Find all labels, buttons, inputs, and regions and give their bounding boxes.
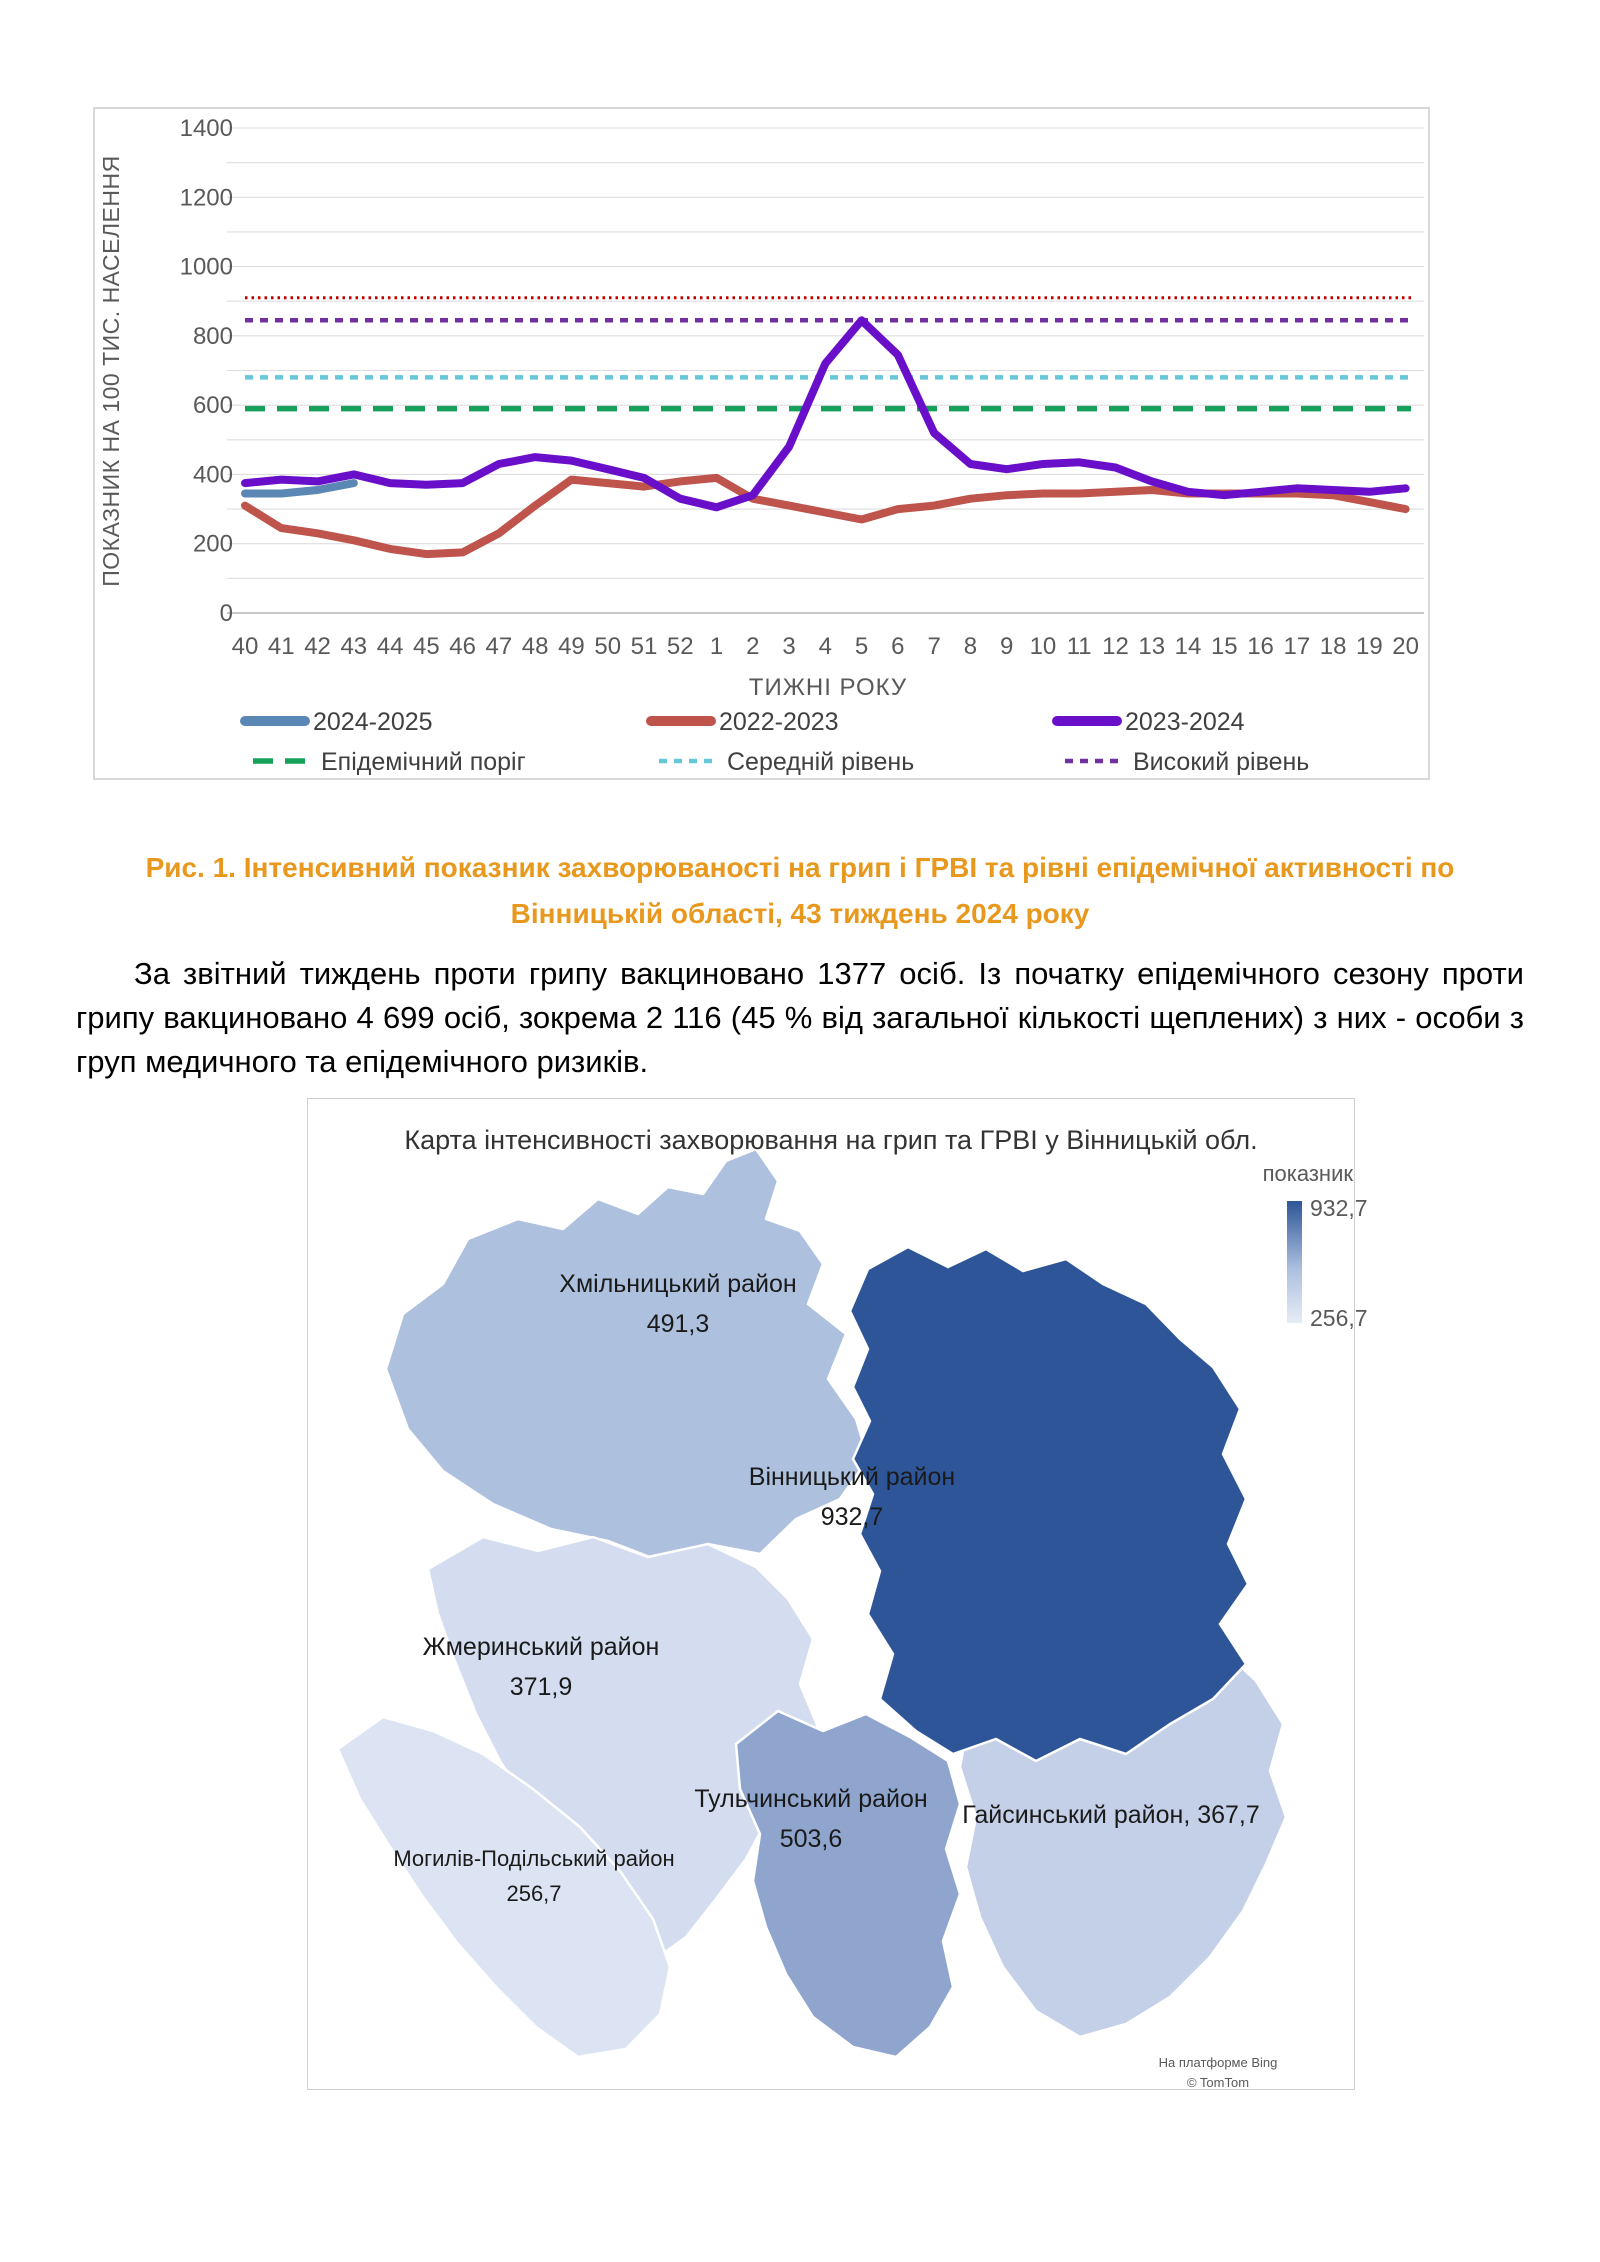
figure-caption: Рис. 1. Інтенсивний показник захворювано… bbox=[80, 845, 1520, 937]
region-value: 503,6 bbox=[779, 1825, 843, 1853]
map-region-tulchynskyi bbox=[734, 1709, 962, 2059]
x-tick-label: 45 bbox=[413, 633, 440, 660]
y-tick-label: 0 bbox=[220, 600, 233, 627]
x-tick-label: 46 bbox=[449, 633, 476, 660]
y-tick-label: 800 bbox=[193, 323, 233, 350]
x-tick-label: 49 bbox=[558, 633, 585, 660]
x-tick-label: 41 bbox=[268, 633, 295, 660]
x-axis-title: ТИЖНІ РОКУ bbox=[749, 674, 907, 701]
legend-label-threshold: Високий рівень bbox=[1133, 748, 1309, 776]
vaccination-paragraph: За звітний тиждень проти грипу вакцинова… bbox=[76, 956, 1524, 1080]
region-name: Могилів-Подільський район bbox=[393, 1846, 675, 1871]
region-value: 371,9 bbox=[509, 1673, 573, 1701]
oblast-map-svg bbox=[336, 1147, 1288, 2059]
x-tick-label: 1 bbox=[710, 633, 723, 660]
map-label-haisynskyi: Гайсинський район, 367,7 bbox=[962, 1795, 1260, 1835]
x-tick-label: 18 bbox=[1320, 633, 1347, 660]
y-tick-label: 200 bbox=[193, 531, 233, 558]
x-tick-label: 48 bbox=[522, 633, 549, 660]
x-tick-label: 11 bbox=[1067, 633, 1092, 660]
x-tick-label: 13 bbox=[1138, 633, 1165, 660]
x-tick-label: 16 bbox=[1247, 633, 1274, 660]
x-tick-label: 10 bbox=[1030, 633, 1057, 660]
x-tick-label: 6 bbox=[891, 633, 904, 660]
x-tick-label: 19 bbox=[1356, 633, 1383, 660]
x-tick-label: 42 bbox=[304, 633, 331, 660]
flu-incidence-chart: 0 200 400 600 800 1000 1200 1400 40 41 42 43 44 45 46 4… bbox=[93, 107, 1430, 780]
x-tick-label: 4 bbox=[819, 633, 832, 660]
series-line-2024-2025 bbox=[241, 479, 358, 498]
region-value: 932,7 bbox=[820, 1503, 884, 1531]
x-tick-label: 50 bbox=[594, 633, 621, 660]
region-name-and-value: Гайсинський район, 367,7 bbox=[962, 1801, 1260, 1829]
legend-label-series: 2024-2025 bbox=[313, 708, 433, 736]
map-region-mohyliv-podilskyi bbox=[336, 1715, 672, 2059]
series-line-2023-2024 bbox=[241, 316, 1410, 512]
region-name: Вінницький район bbox=[748, 1463, 956, 1491]
region-name: Тульчинський район bbox=[694, 1785, 928, 1813]
region-name: Жмеринський район bbox=[422, 1633, 660, 1661]
map-label-mohyliv-podilskyi: Могилів-Подільський район 256,7 bbox=[393, 1841, 674, 1911]
legend-label-series: 2022-2023 bbox=[719, 708, 839, 736]
map-attribution-copyright: © TomTom bbox=[1186, 2074, 1250, 2090]
region-value: 256,7 bbox=[506, 1881, 562, 1907]
figure-caption-line1: Рис. 1. Інтенсивний показник захворювано… bbox=[145, 852, 1455, 883]
y-axis-title: ПОКАЗНИК НА 100 ТИС. НАСЕЛЕННЯ bbox=[98, 155, 124, 586]
x-tick-label: 40 bbox=[232, 633, 259, 660]
map-attribution-platform: На платформе Bing bbox=[1158, 2055, 1278, 2070]
y-tick-label: 1400 bbox=[180, 115, 233, 142]
x-tick-label: 52 bbox=[667, 633, 694, 660]
intensity-map: Карта інтенсивності захворювання на грип… bbox=[307, 1098, 1368, 2092]
x-tick-label: 12 bbox=[1102, 633, 1129, 660]
region-name: Хмільницький район bbox=[559, 1270, 797, 1298]
figure-caption-line2: Вінницькій області, 43 тиждень 2024 року bbox=[510, 898, 1090, 930]
x-tick-label: 7 bbox=[927, 633, 940, 660]
x-tick-label: 9 bbox=[1000, 633, 1013, 660]
map-legend-gradient-bar bbox=[1287, 1201, 1302, 1323]
x-tick-label: 17 bbox=[1283, 633, 1310, 660]
x-tick-label: 15 bbox=[1211, 633, 1238, 660]
x-tick-label: 3 bbox=[782, 633, 795, 660]
map-title: Карта інтенсивності захворювання на грип… bbox=[404, 1125, 1258, 1155]
region-value: 491,3 bbox=[646, 1310, 710, 1338]
legend-label-threshold: Середній рівень bbox=[727, 748, 914, 776]
map-label-zhmerynskyi: Жмеринський район 371,9 bbox=[423, 1627, 660, 1707]
map-label-vinnytskyi: Вінницький район 932,7 bbox=[749, 1457, 955, 1537]
y-tick-label: 1000 bbox=[180, 254, 233, 281]
x-tick-label: 2 bbox=[746, 633, 759, 660]
series-line-2022-2023 bbox=[241, 473, 1410, 559]
x-tick-label: 51 bbox=[631, 633, 658, 660]
legend-label-series: 2023-2024 bbox=[1125, 708, 1245, 736]
map-label-khmilnytskyi: Хмільницький район 491,3 bbox=[559, 1264, 796, 1344]
x-tick-label: 43 bbox=[340, 633, 367, 660]
map-attribution: На платформе Bing © TomTom bbox=[1138, 2053, 1298, 2092]
legend-label-threshold: Епідемічний поріг bbox=[321, 748, 526, 776]
map-region-vinnytskyi bbox=[848, 1245, 1250, 1763]
y-tick-label: 400 bbox=[193, 461, 233, 488]
y-tick-label: 1200 bbox=[180, 184, 233, 211]
x-tick-label: 14 bbox=[1175, 633, 1202, 660]
x-tick-label: 20 bbox=[1392, 633, 1419, 660]
map-label-tulchynskyi: Тульчинський район 503,6 bbox=[694, 1779, 927, 1859]
map-legend-title: показник bbox=[1262, 1161, 1353, 1186]
x-tick-label: 47 bbox=[486, 633, 513, 660]
x-tick-label: 44 bbox=[377, 633, 404, 660]
x-tick-label: 5 bbox=[855, 633, 868, 660]
map-legend-max-value: 932,7 bbox=[1310, 1195, 1368, 1221]
x-tick-label: 8 bbox=[964, 633, 977, 660]
map-legend-min-value: 256,7 bbox=[1310, 1305, 1368, 1331]
y-tick-label: 600 bbox=[193, 392, 233, 419]
